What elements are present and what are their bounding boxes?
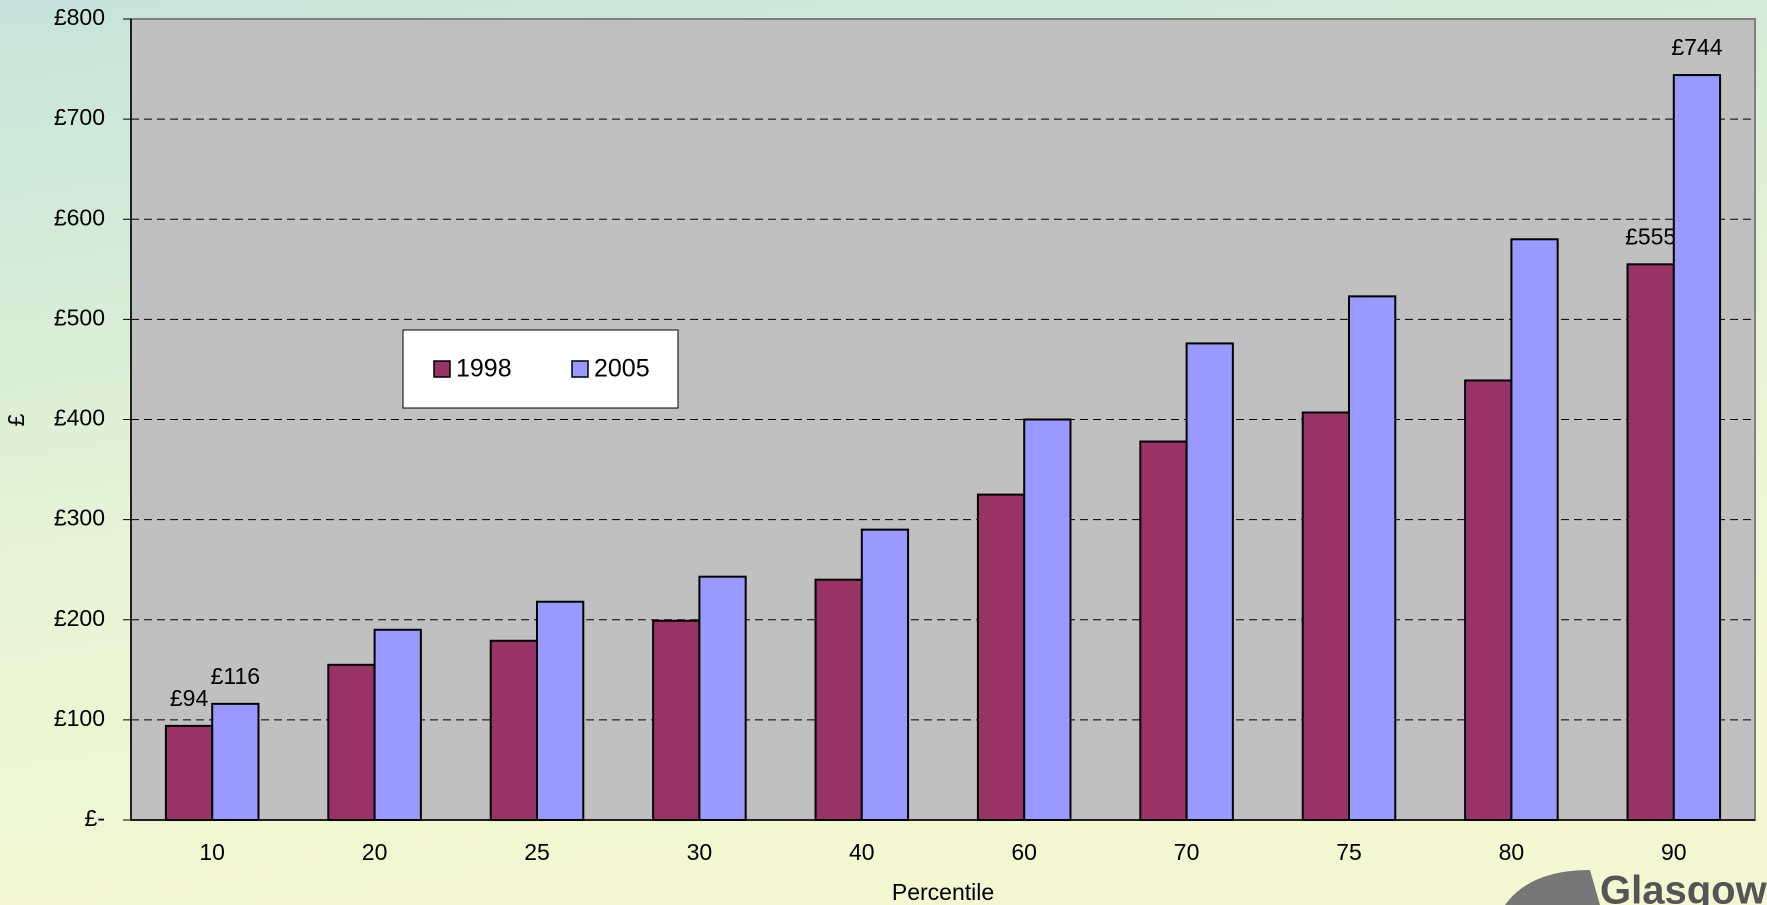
bar bbox=[1023, 418, 1072, 821]
y-tick-label: £100 bbox=[54, 705, 105, 731]
bar bbox=[164, 724, 214, 822]
x-tick-label: 70 bbox=[1174, 839, 1200, 865]
bar bbox=[536, 600, 585, 821]
y-tick-label: £400 bbox=[54, 405, 105, 431]
logo-text: Glasgow bbox=[1600, 869, 1767, 905]
y-tick-label: £200 bbox=[54, 605, 105, 631]
y-tick-label: £- bbox=[85, 805, 105, 831]
x-tick-label: 60 bbox=[1011, 839, 1037, 865]
y-tick-label: £800 bbox=[54, 4, 105, 30]
x-tick-label: 30 bbox=[687, 839, 713, 865]
value-label: £94 bbox=[170, 685, 209, 711]
legend: 1998 2005 bbox=[402, 329, 679, 409]
y-axis-label: £ bbox=[3, 413, 29, 426]
bar bbox=[652, 619, 701, 821]
x-tick-label: 25 bbox=[524, 839, 550, 865]
x-tick-label: 10 bbox=[199, 839, 225, 865]
bar bbox=[1185, 342, 1234, 821]
y-tick-label: £600 bbox=[54, 204, 105, 230]
logo: Glasgow bbox=[1505, 869, 1767, 905]
x-axis-label: Percentile bbox=[892, 879, 994, 905]
bar bbox=[211, 702, 260, 821]
bar bbox=[1139, 440, 1188, 821]
x-tick-label: 40 bbox=[849, 839, 875, 865]
x-tick-label: 90 bbox=[1661, 839, 1687, 865]
value-label: £555 bbox=[1625, 223, 1676, 249]
bar bbox=[327, 663, 376, 822]
y-tick-label: £700 bbox=[54, 104, 105, 130]
bar bbox=[698, 575, 747, 821]
legend-swatch bbox=[433, 360, 451, 378]
bar bbox=[1464, 379, 1513, 821]
x-tick-label: 80 bbox=[1499, 839, 1525, 865]
bar bbox=[860, 528, 910, 821]
bar bbox=[814, 578, 863, 822]
bar bbox=[1348, 295, 1397, 821]
bar bbox=[976, 493, 1026, 821]
x-tick-label: 20 bbox=[362, 839, 388, 865]
legend-swatch bbox=[571, 360, 589, 378]
logo-mark bbox=[1505, 870, 1600, 905]
legend-label: 2005 bbox=[594, 355, 650, 383]
value-label: £116 bbox=[211, 663, 260, 689]
bar bbox=[1510, 238, 1559, 821]
bar bbox=[373, 628, 422, 822]
y-tick-label: £500 bbox=[54, 304, 105, 330]
legend-label: 1998 bbox=[456, 355, 512, 383]
x-tick-label: 75 bbox=[1336, 839, 1362, 865]
bar bbox=[1301, 411, 1350, 821]
bar bbox=[1672, 74, 1722, 821]
value-label: £744 bbox=[1671, 34, 1722, 60]
y-tick-label: £300 bbox=[54, 505, 105, 531]
bar bbox=[489, 639, 539, 821]
bar bbox=[1626, 263, 1675, 821]
